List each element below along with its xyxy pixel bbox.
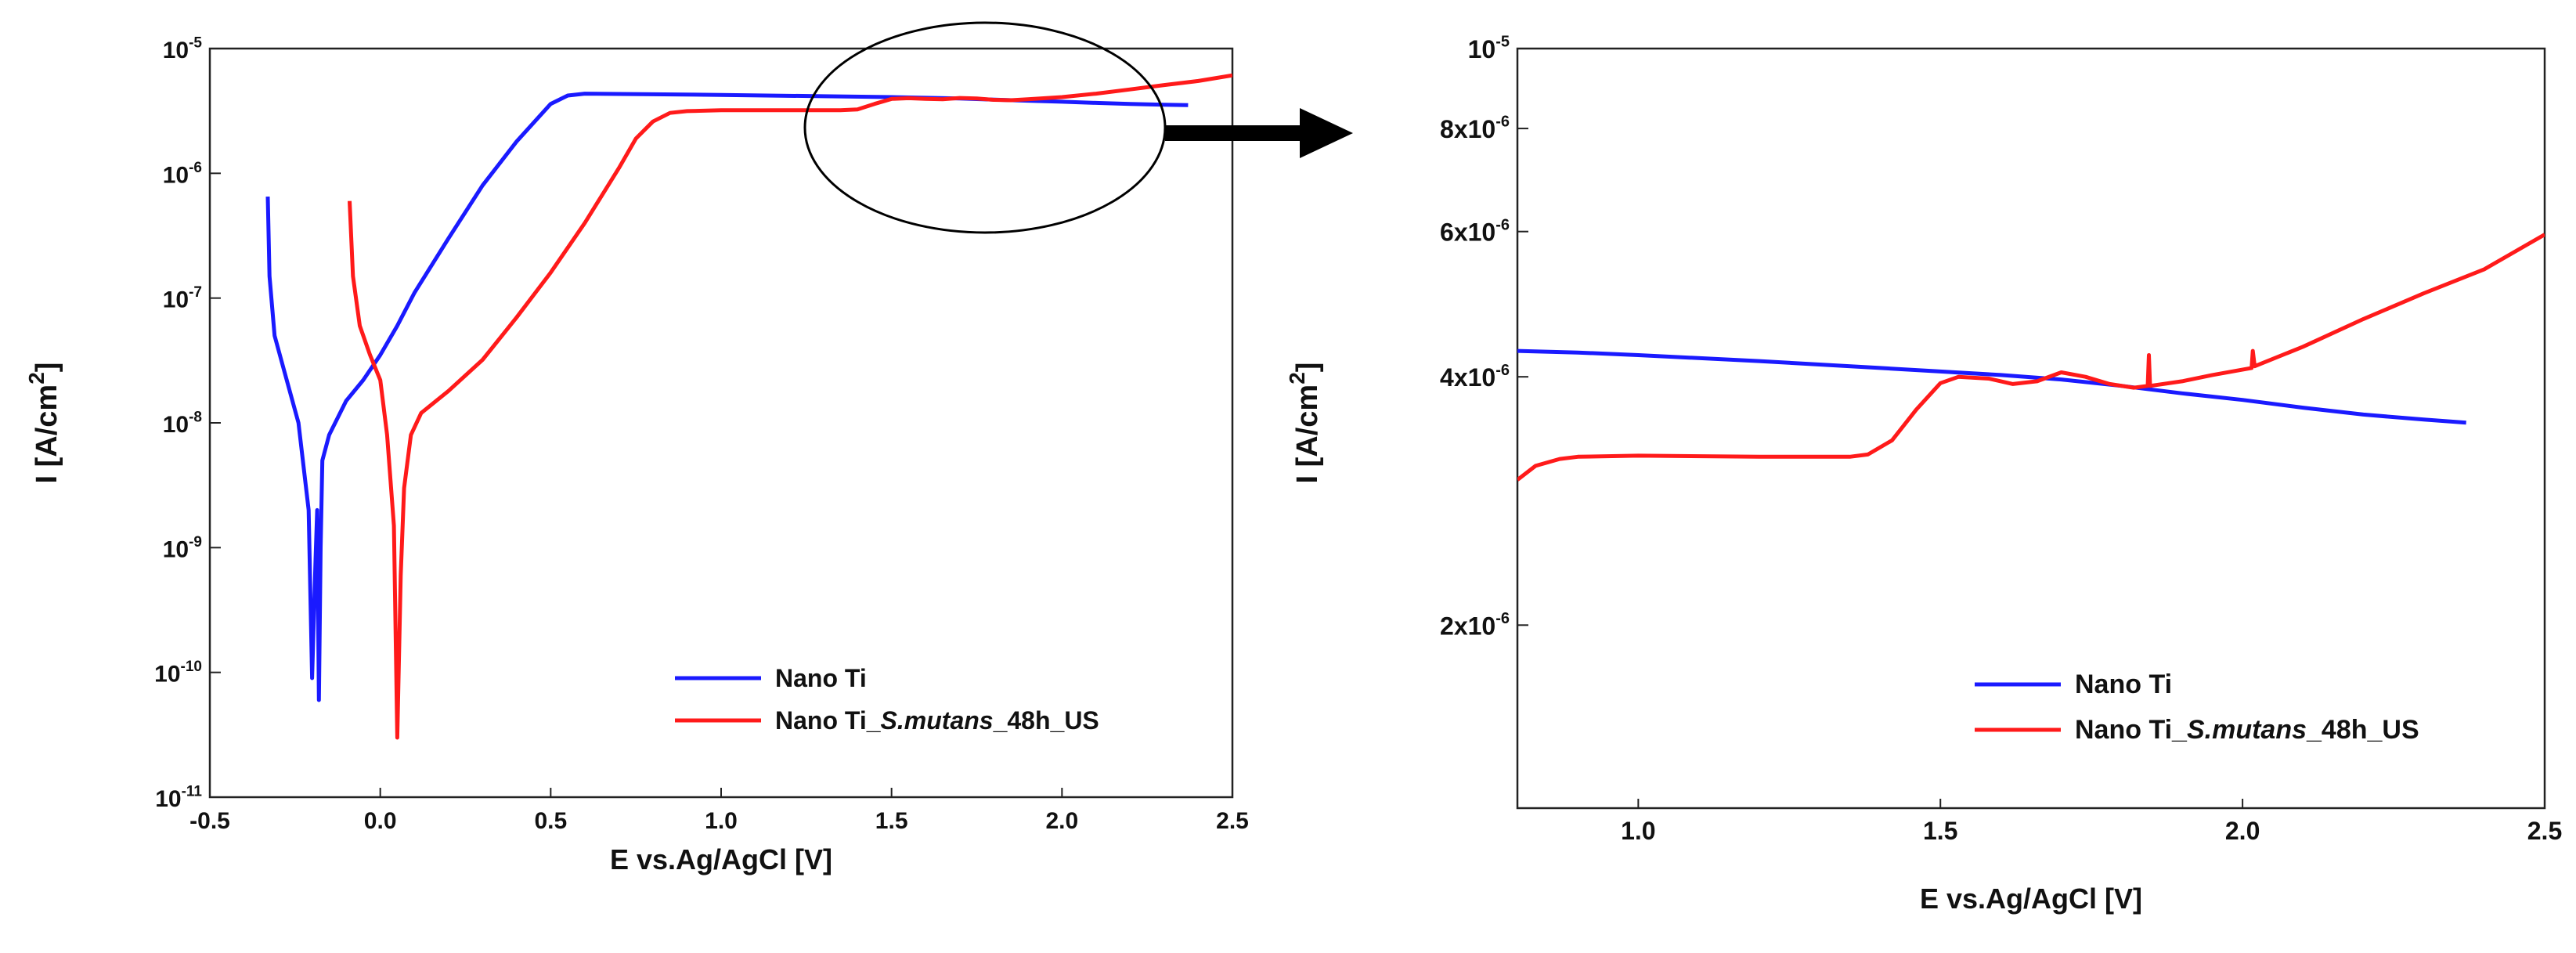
x-tick-label: 0.0: [364, 808, 397, 834]
y-tick-label: 10-9: [163, 534, 202, 563]
zoom-arrow-head: [1300, 108, 1353, 158]
zoom-annotation: [803, 21, 1353, 234]
x-tick-label: 2.0: [2225, 817, 2260, 845]
plot-frame: [208, 47, 1234, 799]
left-chart: -0.5 0.0 0.5 1.0 1.5 2.0 2.5 10-5 10-6 10-7 10-8 10…: [24, 35, 1249, 876]
y-tick-label: 10-11: [155, 784, 202, 813]
series-line-nano-ti: [265, 92, 1189, 702]
x-axis-title: E vs.Ag/AgCl [V]: [610, 843, 832, 875]
right-chart: 1.0 1.5 2.0 2.5 10-5 8x10-6 6x10-6 4x10-6 2x10-6…: [1285, 34, 2562, 915]
y-tick-label: 10-7: [163, 284, 202, 313]
x-tick-label: 1.0: [1621, 817, 1655, 845]
y-tick-label: 10-5: [163, 35, 203, 64]
y-tick-label: 6x10-6: [1440, 216, 1510, 246]
x-tick-label: 0.5: [534, 808, 567, 834]
plot-frame: [1516, 47, 2546, 810]
series-line-nano-ti-s-mutans: [1517, 233, 2545, 482]
x-tick-label: 1.5: [875, 808, 908, 834]
y-tick-label: 10-5: [1468, 34, 1510, 63]
series-line-nano-ti-s-mutans: [348, 73, 1232, 740]
zoom-region-ellipse: [803, 21, 1167, 234]
x-tick-label: 1.5: [1923, 817, 1957, 845]
x-tick-label: 2.0: [1045, 808, 1078, 834]
y-tick-label: 8x10-6: [1440, 114, 1510, 143]
x-tick-label: -0.5: [189, 808, 230, 834]
y-axis-title: I [A/cm2]: [1285, 363, 1324, 484]
legend-label: Nano Ti_S.mutans_48h_US: [2075, 715, 2419, 745]
x-tick-label: 2.5: [1216, 808, 1249, 834]
x-tick-label: 2.5: [2527, 817, 2562, 845]
y-tick-label: 2x10-6: [1440, 610, 1510, 640]
legend-label: Nano Ti: [2075, 670, 2172, 699]
x-axis-title: E vs.Ag/AgCl [V]: [1920, 883, 2142, 915]
legend-label: Nano Ti: [775, 664, 867, 692]
x-tick-label: 1.0: [705, 808, 738, 834]
y-tick-label: 10-10: [154, 659, 202, 688]
legend-label: Nano Ti_S.mutans_48h_US: [775, 706, 1099, 735]
series-line-nano-ti: [1517, 348, 2466, 425]
y-axis-title: I [A/cm2]: [24, 363, 63, 484]
y-tick-label: 10-8: [163, 410, 202, 439]
y-tick-label: 4x10-6: [1440, 362, 1510, 392]
y-tick-label: 10-6: [163, 160, 202, 189]
